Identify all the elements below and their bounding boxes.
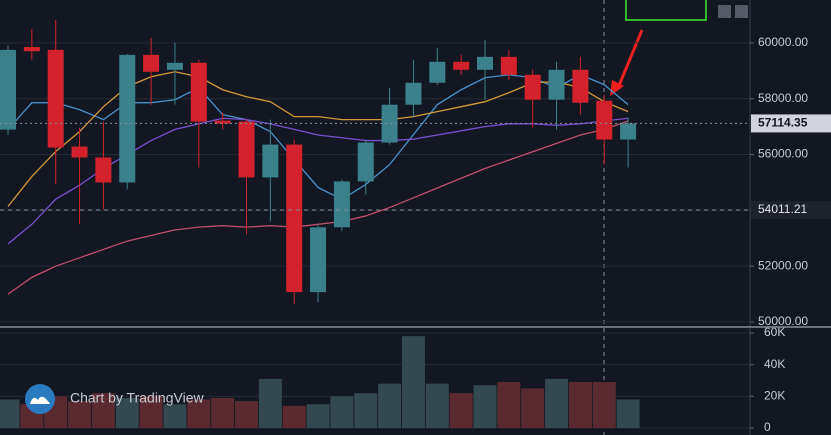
y-tick-label: 52000.00: [758, 258, 808, 272]
candle-body: [47, 49, 64, 148]
candle-body: [477, 56, 493, 70]
volume-bar: [139, 396, 163, 428]
candle-body: [166, 62, 183, 70]
volume-bar: [187, 399, 211, 428]
icon[interactable]: [735, 5, 748, 18]
candle-body: [0, 49, 16, 130]
last-price-label: 57114.35: [758, 116, 808, 130]
candle-body: [453, 61, 470, 70]
candle-body: [381, 104, 398, 143]
candle-body: [143, 54, 160, 72]
candle-body: [357, 142, 374, 182]
plot: 50000.0052000.0054000.0056000.0058000.00…: [0, 19, 831, 434]
volume-bar: [211, 397, 235, 428]
volume-bar: [592, 382, 616, 428]
candle-body: [333, 181, 350, 228]
highlight-box: [625, 0, 707, 21]
volume-bar: [330, 396, 354, 428]
volume-bar: [521, 388, 545, 428]
volume-bar: [0, 399, 20, 428]
volume-bar: [545, 378, 569, 428]
crosshair-price-label: 54011.21: [758, 202, 807, 216]
candle-body: [572, 69, 589, 103]
volume-bar: [473, 385, 497, 428]
volume-bar: [616, 399, 640, 428]
volume-bar: [449, 393, 473, 428]
y2-tick-label: 40K: [764, 357, 785, 371]
y2-tick-label: 60K: [764, 325, 785, 339]
candle-body: [190, 62, 207, 122]
candle-body: [23, 47, 40, 52]
volume-bar: [91, 393, 115, 428]
candle-body: [95, 157, 112, 183]
candle-body: [524, 74, 541, 100]
candle-body: [620, 123, 637, 140]
volume-bar: [425, 383, 449, 428]
candle-body: [548, 69, 565, 100]
y-tick-label: 50000.00: [758, 314, 808, 328]
candle-body: [238, 121, 255, 178]
candle-body: [429, 61, 446, 83]
y-tick-label: 56000.00: [758, 147, 808, 161]
volume-bar: [258, 378, 282, 428]
volume-bar: [568, 382, 592, 428]
volume-bar: [497, 382, 521, 428]
arrow: [616, 29, 644, 89]
candle-body: [310, 227, 327, 293]
candle-body: [286, 144, 303, 293]
moving-average: [7, 120, 629, 295]
logo-cloud: [30, 396, 50, 404]
y-tick-label: 60000.00: [758, 35, 808, 49]
icon[interactable]: [718, 5, 731, 18]
volume-bar: [235, 401, 258, 428]
candle-body: [405, 82, 422, 105]
candle-body: [71, 146, 88, 158]
candle-body: [596, 100, 613, 140]
y-tick-label: 58000.00: [758, 91, 808, 105]
candle-body: [214, 120, 231, 124]
volume-bar: [306, 404, 330, 428]
watermark: Chart by TradingView: [70, 390, 204, 406]
volume-bar: [401, 336, 425, 428]
candle-body: [262, 144, 279, 178]
volume-bar: [354, 393, 378, 428]
volume-bar: [68, 401, 92, 428]
volume-bar: [115, 397, 139, 428]
candle-body: [500, 56, 517, 75]
volume-bar: [163, 404, 187, 428]
candle-body: [119, 54, 136, 183]
volume-bar: [282, 405, 306, 428]
y2-tick-label: 0: [764, 420, 771, 434]
volume-bar: [378, 383, 402, 428]
price-label-bg: [751, 114, 831, 133]
y2-tick-label: 20K: [764, 389, 785, 403]
price-label-bg: [751, 201, 831, 220]
